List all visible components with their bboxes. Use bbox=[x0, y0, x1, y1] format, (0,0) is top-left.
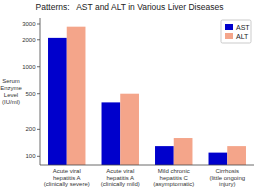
bar bbox=[209, 153, 228, 165]
chart: Patterns: AST and ALT in Various Liver D… bbox=[0, 0, 259, 194]
y-tick-label: 200 bbox=[25, 126, 36, 132]
bar bbox=[67, 27, 86, 165]
y-axis-label: SerumEnzymeLevel(IU/ml) bbox=[0, 78, 22, 105]
x-tick-label: Mild chronichepatitis C(asymptomatic) bbox=[153, 168, 194, 187]
y-tick bbox=[37, 156, 40, 157]
y-tick bbox=[37, 129, 40, 130]
bar bbox=[120, 94, 139, 165]
legend-swatch bbox=[225, 33, 233, 39]
bar bbox=[227, 146, 246, 165]
y-tick-label: 100 bbox=[25, 153, 36, 159]
y-tick-label: 2000 bbox=[22, 37, 36, 43]
y-tick bbox=[37, 23, 40, 24]
bar bbox=[102, 102, 121, 165]
x-tick-label: Cirrhosis(little ongoinginjury) bbox=[209, 168, 245, 187]
y-tick bbox=[37, 93, 40, 94]
legend-label: AST bbox=[236, 24, 250, 31]
y-tick bbox=[37, 39, 40, 40]
legend-box bbox=[221, 20, 251, 43]
bars bbox=[48, 27, 246, 165]
bar bbox=[48, 38, 67, 165]
y-tick-label: 500 bbox=[25, 91, 36, 97]
y-tick-label: 1000 bbox=[22, 64, 36, 70]
title: Patterns: AST and ALT in Various Liver D… bbox=[36, 2, 224, 12]
legend: AST ALT bbox=[221, 20, 251, 43]
bar bbox=[155, 146, 174, 165]
y-tick-label: 3000 bbox=[22, 21, 36, 27]
legend-label: ALT bbox=[236, 33, 249, 40]
bar bbox=[174, 138, 193, 165]
x-axis-line bbox=[40, 165, 254, 166]
x-tick-label: Acute viralhepatitis A(clinically severe… bbox=[44, 168, 90, 187]
legend-swatch bbox=[225, 24, 233, 30]
y-tick bbox=[37, 66, 40, 67]
x-tick-label: Acute viralhepatitis A(clinically mild) bbox=[101, 168, 140, 187]
